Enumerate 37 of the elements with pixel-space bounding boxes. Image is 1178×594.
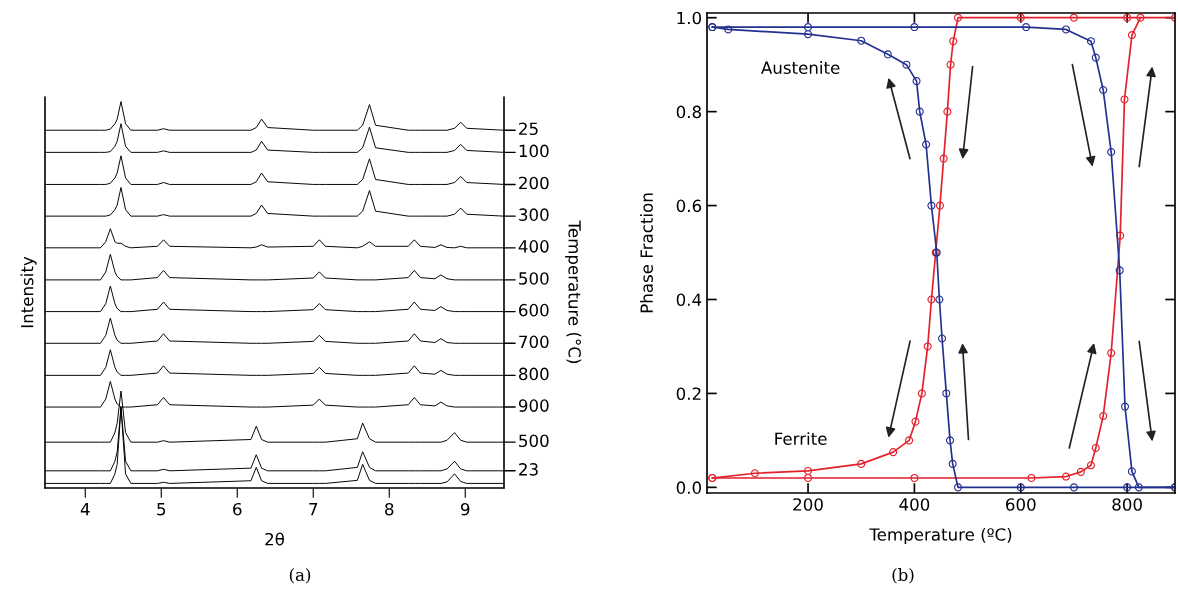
y-tick-label: 0.6 <box>676 199 702 213</box>
text: 200 <box>519 176 549 190</box>
y-tick-label: 0.8 <box>676 105 701 119</box>
y-tick-label: 0.4 <box>676 293 702 307</box>
y-axis-title: Phase Fraction <box>640 193 653 313</box>
text: 400 <box>518 240 549 253</box>
x-tick-label: 4 <box>80 503 90 516</box>
text: 800 <box>519 367 549 381</box>
y-axis-title: Intensity <box>20 256 37 328</box>
text: 300 <box>519 208 549 221</box>
y-tick-label: 1.0 <box>677 11 702 25</box>
x-tick-label: 7 <box>309 503 318 516</box>
x-tick-label: 200 <box>793 498 823 511</box>
text: 600 <box>519 303 549 317</box>
annotation: Austenite <box>761 61 840 74</box>
text: 23 <box>519 463 538 476</box>
x-tick-label: 600 <box>1006 498 1036 511</box>
x-tick-label: 6 <box>233 502 242 516</box>
text: (a) <box>289 568 311 584</box>
text: 500 <box>519 272 549 285</box>
x-axis-title: Temperature (ºC) <box>869 527 1012 545</box>
y-tick-label: 0.2 <box>676 387 701 400</box>
text: 900 <box>518 399 549 412</box>
text: (b) <box>892 568 914 584</box>
x-tick-label: 800 <box>1112 498 1142 511</box>
text: 100 <box>519 144 549 158</box>
y2-axis-title: Temperature (°C) <box>565 220 582 363</box>
text: 25 <box>519 122 538 136</box>
x-axis-title: 2θ <box>265 532 284 546</box>
x-tick-label: 400 <box>899 498 930 511</box>
text: 700 <box>519 335 549 349</box>
x-tick-label: 8 <box>385 502 394 516</box>
y-tick-label: 0.0 <box>676 481 702 494</box>
text: 500 <box>519 434 549 448</box>
x-tick-label: 5 <box>157 503 166 516</box>
annotation: Ferrite <box>775 432 827 446</box>
x-tick-label: 9 <box>460 502 470 516</box>
